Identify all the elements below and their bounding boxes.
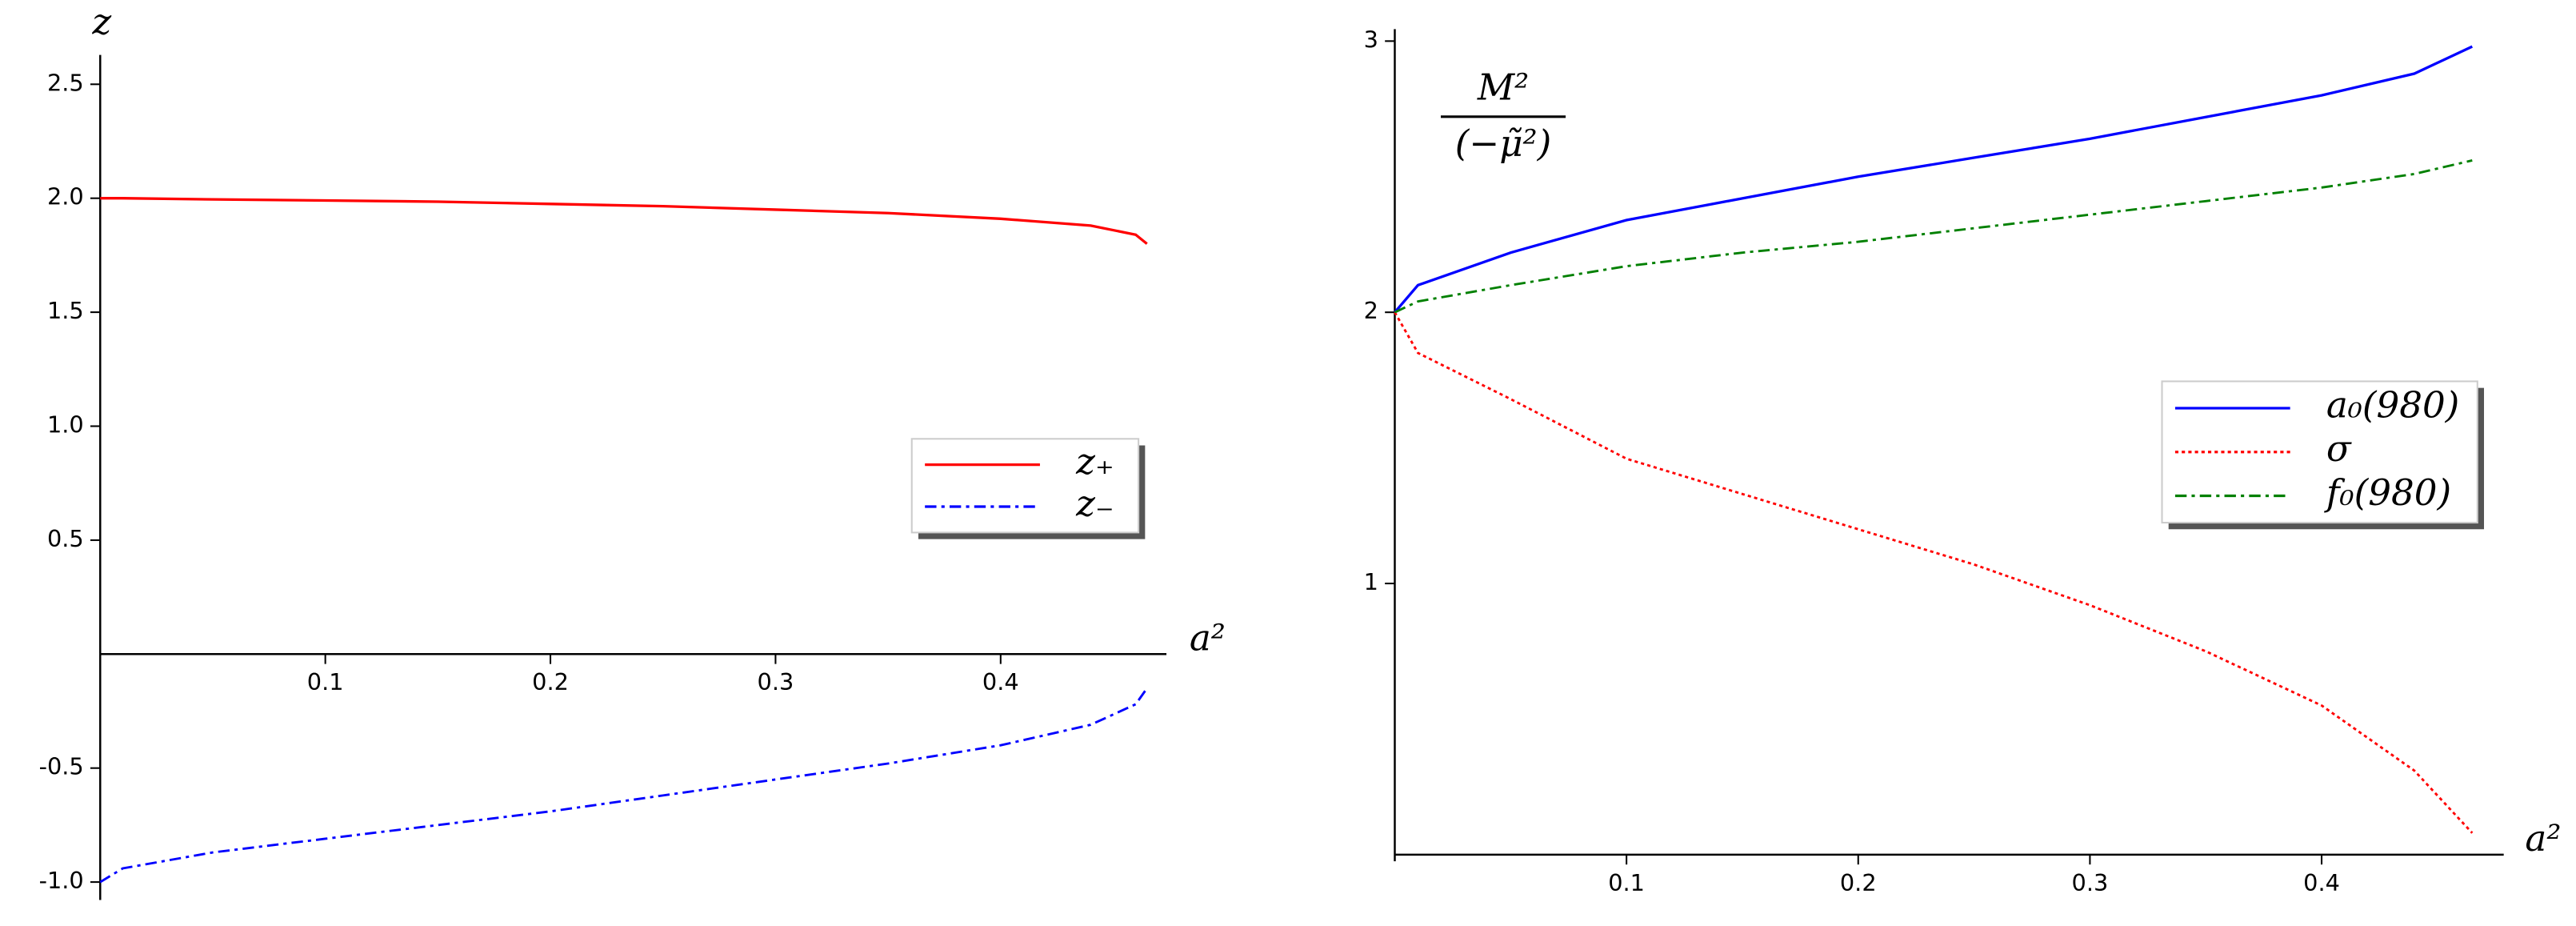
x-tick-label: 0.2 xyxy=(532,668,569,696)
x-tick-label: 0.3 xyxy=(758,668,794,696)
legend-label: z₋ xyxy=(1075,483,1114,525)
legend-box xyxy=(910,438,1140,534)
legend-box xyxy=(2161,380,2478,524)
y-axis-label-numerator: M² xyxy=(1477,66,1529,108)
legend-label: f₀(980) xyxy=(2324,471,2451,514)
y-tick-label: 1.5 xyxy=(47,297,84,324)
y-tick-label: 1 xyxy=(1364,568,1378,595)
x-tick-label: 0.4 xyxy=(982,668,1019,696)
x-tick-label: 0.4 xyxy=(2303,869,2340,896)
legend-label: a₀(980) xyxy=(2326,383,2459,426)
y-tick-label: 2.5 xyxy=(47,69,84,96)
series-line xyxy=(99,687,1148,884)
y-axis-label-denominator: (−μ̃²) xyxy=(1455,122,1552,164)
legend-label: z₊ xyxy=(1075,440,1114,483)
x-tick-label: 0.1 xyxy=(1608,869,1645,896)
x-tick-label: 0.2 xyxy=(1840,869,1877,896)
y-tick-label: -0.5 xyxy=(39,753,84,780)
x-axis-label: a² xyxy=(1190,616,1226,659)
y-tick-label: 0.5 xyxy=(47,525,84,552)
y-tick-label: 2 xyxy=(1364,297,1378,324)
y-axis-label: z xyxy=(91,0,112,42)
legend-label: σ xyxy=(2326,427,2352,470)
series-line xyxy=(1394,45,2473,314)
y-tick-label: 2.0 xyxy=(47,183,84,210)
y-tick-label: 3 xyxy=(1364,26,1378,53)
x-tick-label: 0.1 xyxy=(307,668,344,696)
x-axis-label: a² xyxy=(2525,817,2561,860)
y-tick-label: -1.0 xyxy=(39,867,84,894)
x-tick-label: 0.3 xyxy=(2072,869,2109,896)
y-tick-label: 1.0 xyxy=(47,411,84,438)
series-line xyxy=(1394,159,2473,314)
series-line xyxy=(100,197,1148,245)
series-line xyxy=(1394,311,2474,834)
